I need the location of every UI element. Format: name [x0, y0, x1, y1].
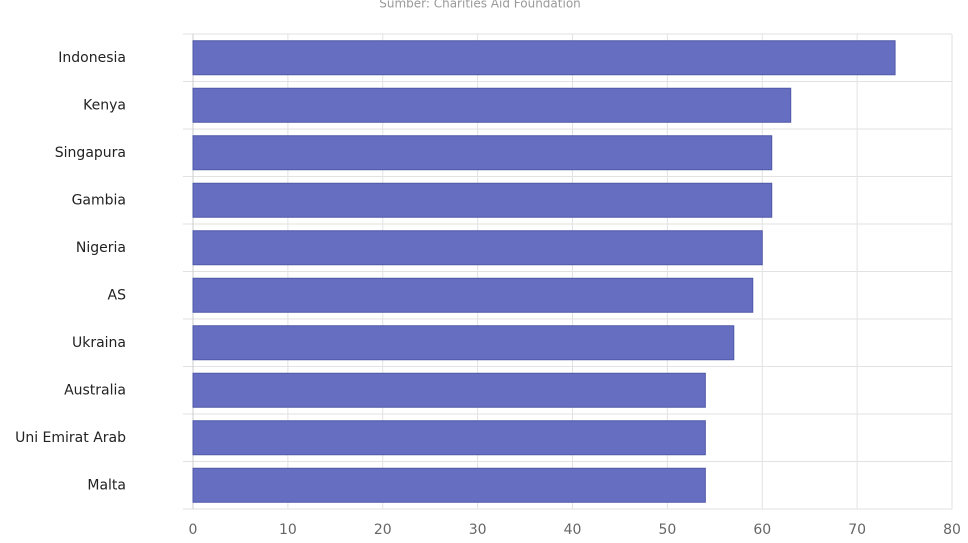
- x-tick-label: 10: [279, 522, 297, 538]
- x-tick-label: 20: [374, 522, 392, 538]
- y-tick-label: Kenya: [83, 97, 126, 113]
- x-tick-label: 30: [469, 522, 487, 538]
- y-tick-label: Uni Emirat Arab: [15, 430, 126, 446]
- y-tick-label: Nigeria: [76, 240, 126, 256]
- x-tick-label: 60: [753, 522, 771, 538]
- chart-subtitle: Sumber: Charities Aid Foundation: [379, 0, 581, 11]
- bar: [192, 230, 763, 266]
- bar: [192, 135, 773, 171]
- y-tick-label: Ukraina: [72, 335, 126, 351]
- y-tick-label: Indonesia: [58, 50, 126, 66]
- bar: [192, 182, 773, 218]
- x-tick-label: 50: [658, 522, 676, 538]
- x-tick-label: 40: [564, 522, 582, 538]
- y-tick-label: Australia: [64, 382, 126, 398]
- x-tick-label: 80: [943, 522, 961, 538]
- y-tick-label: Malta: [87, 477, 126, 493]
- bar: [192, 467, 706, 503]
- y-tick-label: Gambia: [72, 192, 126, 208]
- x-tick-label: 0: [189, 522, 198, 538]
- x-tick-label: 70: [848, 522, 866, 538]
- y-tick-label: Singapura: [55, 145, 126, 161]
- bar: [192, 325, 735, 361]
- y-tick-label: AS: [108, 287, 127, 303]
- bar: [192, 40, 896, 76]
- bar: [192, 277, 754, 313]
- bar: [192, 372, 706, 408]
- bar: [192, 87, 792, 123]
- bar: [192, 420, 706, 456]
